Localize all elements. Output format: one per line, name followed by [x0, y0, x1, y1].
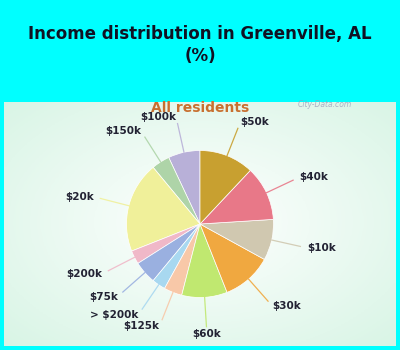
Text: Income distribution in Greenville, AL
(%): Income distribution in Greenville, AL (%…	[28, 25, 372, 65]
Wedge shape	[200, 170, 273, 224]
Text: $50k: $50k	[240, 117, 269, 127]
Wedge shape	[153, 158, 200, 224]
Text: $40k: $40k	[299, 172, 328, 182]
Wedge shape	[138, 224, 200, 281]
Wedge shape	[169, 150, 200, 224]
Text: $10k: $10k	[307, 243, 336, 253]
Wedge shape	[182, 224, 227, 298]
Wedge shape	[200, 150, 250, 224]
Text: $20k: $20k	[65, 192, 94, 202]
Text: $60k: $60k	[192, 329, 221, 338]
Wedge shape	[132, 224, 200, 264]
Wedge shape	[126, 167, 200, 251]
Text: > $200k: > $200k	[90, 310, 138, 320]
Wedge shape	[164, 224, 200, 295]
Wedge shape	[200, 224, 264, 292]
Text: $150k: $150k	[105, 126, 141, 136]
Text: $30k: $30k	[272, 301, 301, 312]
Text: All residents: All residents	[151, 102, 249, 116]
Text: $125k: $125k	[124, 321, 160, 331]
Text: $75k: $75k	[89, 292, 118, 302]
Text: City-Data.com: City-Data.com	[298, 99, 352, 108]
Wedge shape	[153, 224, 200, 288]
Text: $100k: $100k	[140, 112, 176, 122]
Wedge shape	[200, 219, 274, 259]
Text: $200k: $200k	[66, 269, 102, 279]
